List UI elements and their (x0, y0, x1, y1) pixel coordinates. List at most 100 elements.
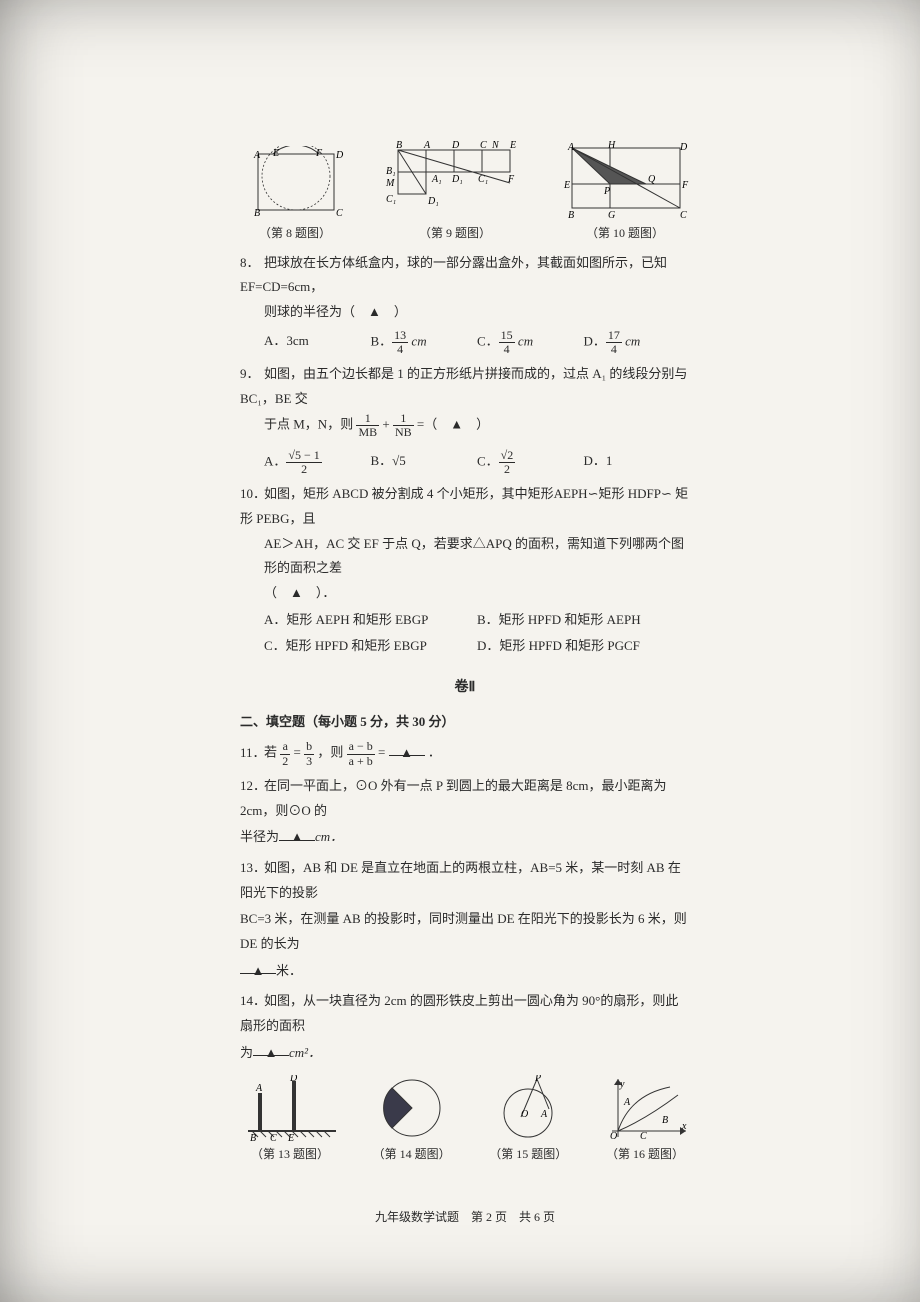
q8-opt-a: A．3cm (264, 329, 371, 356)
svg-text:O: O (610, 1131, 617, 1141)
blank-14: ▲ (253, 1041, 289, 1056)
q10-options: A．矩形 AEPH 和矩形 EBGP B．矩形 HPFD 和矩形 AEPH C．… (240, 606, 690, 659)
svg-text:F: F (681, 180, 689, 191)
blank-11: ▲ (389, 741, 425, 756)
svg-text:B: B (396, 140, 402, 151)
svg-text:B: B (250, 1133, 256, 1141)
q9-options: A．√5 − 12 B．√5 C．√22 D．1 (240, 449, 690, 476)
svg-text:E: E (287, 1133, 294, 1141)
blank-12: ▲ (279, 825, 315, 840)
svg-text:F: F (315, 148, 323, 159)
svg-text:D: D (451, 140, 460, 151)
svg-text:C₁: C₁ (478, 174, 488, 185)
svg-text:O: O (521, 1109, 528, 1120)
svg-text:D: D (335, 150, 344, 161)
q9-opt-c: C．√22 (477, 449, 584, 476)
q9-opt-d: D．1 (584, 449, 691, 476)
q8-text2: 则球的半径为（ ▲ ） (240, 300, 690, 325)
fill-title: 二、填空题（每小题 5 分，共 30 分） (240, 710, 690, 735)
q8-number: 8． (240, 251, 264, 276)
svg-text:E: E (563, 180, 570, 191)
svg-text:M: M (385, 178, 395, 189)
svg-text:C₁: C₁ (386, 194, 396, 205)
q14-line2: 为▲cm²． (240, 1041, 690, 1066)
svg-text:G: G (608, 210, 615, 220)
figure-16: y x O A B C （第 16 题图） (600, 1075, 690, 1166)
svg-text:D₁: D₁ (451, 174, 463, 185)
q10-opt-b: B．矩形 HPFD 和矩形 AEPH (477, 608, 690, 633)
svg-text:A: A (540, 1109, 548, 1120)
svg-text:H: H (607, 140, 616, 151)
svg-text:D₁: D₁ (427, 196, 439, 207)
svg-text:B: B (568, 210, 574, 220)
q10-opt-c: C．矩形 HPFD 和矩形 EBGP (264, 634, 477, 659)
figure-8-caption: （第 8 题图） (240, 222, 350, 245)
figure-10: A H D E P Q F B G C （第 10 题图） (560, 140, 690, 245)
svg-text:P: P (534, 1075, 541, 1084)
svg-text:B: B (662, 1115, 668, 1126)
figures-row-bottom: A D B C E （第 13 题图） （第 14 题图） P O A (240, 1075, 690, 1166)
svg-text:A: A (423, 140, 431, 151)
figure-9-caption: （第 9 题图） (380, 222, 530, 245)
svg-text:C: C (336, 208, 343, 219)
svg-text:C: C (480, 140, 487, 151)
svg-text:y: y (619, 1079, 625, 1090)
figure-14: （第 14 题图） (367, 1075, 457, 1166)
svg-text:A₁: A₁ (431, 174, 442, 185)
q9-opt-a: A．√5 − 12 (264, 449, 371, 476)
figure-10-svg: A H D E P Q F B G C (560, 140, 690, 220)
figure-13: A D B C E （第 13 题图） (240, 1075, 340, 1166)
figure-9-svg: B A D C N E B₁ M A₁ D₁ C₁ F C₁ D₁ (380, 140, 530, 220)
figure-10-caption: （第 10 题图） (560, 222, 690, 245)
question-10: 10．如图，矩形 ABCD 被分割成 4 个小矩形，其中矩形AEPH∽矩形 HD… (240, 482, 690, 659)
q9-text: 如图，由五个边长都是 1 的正方形纸片拼接而成的，过点 A₁ 的线段分别与 BC… (240, 366, 687, 406)
svg-text:A: A (567, 142, 575, 153)
q10-text: 如图，矩形 ABCD 被分割成 4 个小矩形，其中矩形AEPH∽矩形 HDFP∽… (240, 486, 688, 526)
svg-text:A: A (253, 150, 261, 161)
q13-line2: BC=3 米，在测量 AB 的投影时，同时测量出 DE 在阳光下的投影长为 6 … (240, 907, 690, 956)
blank-13: ▲ (240, 959, 276, 974)
q8-opt-d: D．174 cm (584, 329, 691, 356)
q9-number: 9． (240, 362, 264, 387)
figures-row-top: A E F D B C （第 8 题图） B A D C (240, 140, 690, 245)
q13-line3: ▲米． (240, 959, 690, 984)
svg-text:A: A (623, 1097, 631, 1108)
svg-text:x: x (681, 1121, 687, 1132)
figure-8: A E F D B C （第 8 题图） (240, 146, 350, 245)
svg-text:E: E (272, 148, 279, 159)
question-13: 13．如图，AB 和 DE 是直立在地面上的两根立柱，AB=5 米，某一时刻 A… (240, 856, 690, 905)
exam-page: A E F D B C （第 8 题图） B A D C (0, 0, 920, 1302)
figure-15: P O A （第 15 题图） (483, 1075, 573, 1166)
q8-text: 把球放在长方体纸盒内，球的一部分露出盒外，其截面如图所示，已知 EF=CD=6c… (240, 255, 667, 295)
figure-9: B A D C N E B₁ M A₁ D₁ C₁ F C₁ D₁ （第 9 题… (380, 140, 530, 245)
svg-text:E: E (509, 140, 516, 151)
svg-text:P: P (603, 186, 610, 197)
svg-text:A: A (255, 1083, 263, 1094)
question-14: 14．如图，从一块直径为 2cm 的圆形铁皮上剪出一圆心角为 90°的扇形，则此… (240, 989, 690, 1038)
svg-text:B₁: B₁ (386, 166, 396, 177)
q8-opt-c: C．154 cm (477, 329, 584, 356)
svg-text:Q: Q (648, 174, 656, 185)
q8-opt-b: B．134 cm (371, 329, 478, 356)
svg-text:N: N (491, 140, 500, 151)
q8-options: A．3cm B．134 cm C．154 cm D．174 cm (240, 329, 690, 356)
q12-line2: 半径为▲cm． (240, 825, 690, 850)
svg-text:C: C (270, 1133, 277, 1141)
page-footer: 九年级数学试题 第 2 页 共 6 页 (240, 1206, 690, 1229)
q9-line2: 于点 M，N，则 1MB + 1NB =（ ▲ ） (240, 412, 690, 439)
svg-text:D: D (679, 142, 688, 153)
figure-8-svg: A E F D B C (240, 146, 350, 220)
q10-opt-a: A．矩形 AEPH 和矩形 EBGP (264, 608, 477, 633)
q10-number: 10． (240, 482, 264, 507)
question-9: 9．如图，由五个边长都是 1 的正方形纸片拼接而成的，过点 A₁ 的线段分别与 … (240, 362, 690, 476)
q10-text2: AE＞AH，AC 交 EF 于点 Q，若要求△APQ 的面积，需知道下列哪两个图… (240, 532, 690, 581)
svg-text:B: B (254, 208, 260, 219)
q10-opt-d: D．矩形 HPFD 和矩形 PGCF (477, 634, 690, 659)
question-11: 11．若 a2 = b3 ，则 a − ba + b = ▲ ． (240, 740, 690, 767)
q10-text3: （ ▲ ）． (240, 581, 690, 606)
q9-opt-b: B．√5 (371, 449, 478, 476)
svg-text:C: C (680, 210, 687, 220)
section-juan2: 卷Ⅱ (240, 675, 690, 702)
svg-text:C: C (640, 1131, 647, 1141)
question-8: 8．把球放在长方体纸盒内，球的一部分露出盒外，其截面如图所示，已知 EF=CD=… (240, 251, 690, 356)
